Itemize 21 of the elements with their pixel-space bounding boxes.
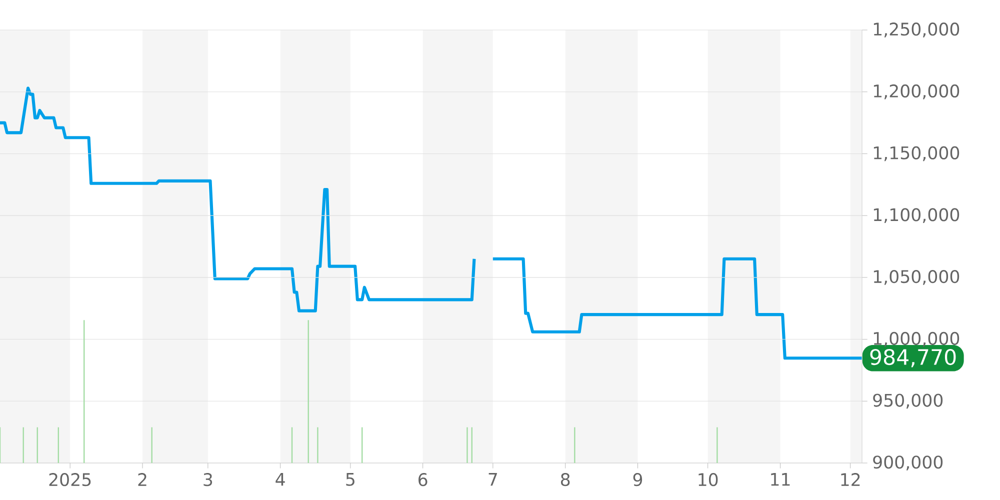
y-tick-label: 1,000,000 (874, 332, 960, 347)
x-tick-label: 3 (204, 473, 212, 486)
y-tick-label: 950,000 (873, 394, 943, 409)
y-tick-label: 1,200,000 (874, 84, 960, 100)
x-tick-label: 2025 (49, 473, 91, 486)
y-tick-label: 900,000 (873, 456, 943, 470)
x-tick-label: 2 (138, 473, 146, 486)
x-tick-label: 8 (560, 473, 570, 486)
y-tick-label: 1,150,000 (874, 146, 960, 162)
x-tick-label: 4 (276, 473, 285, 486)
y-tick-label: 1,100,000 (874, 208, 960, 223)
annotation: 984,770 (870, 348, 956, 368)
x-tick-label: 9 (633, 473, 642, 486)
x-tick-label: 7 (488, 473, 497, 486)
x-tick-label: 5 (346, 473, 354, 486)
x-tick-label: 12 (841, 473, 860, 486)
x-tick-label: 11 (771, 473, 790, 486)
y-tick-label: 1,250,000 (874, 22, 960, 38)
x-tick-label: 6 (418, 473, 428, 486)
x-tick-label: 10 (698, 473, 718, 486)
y-tick-label: 1,050,000 (874, 270, 960, 285)
